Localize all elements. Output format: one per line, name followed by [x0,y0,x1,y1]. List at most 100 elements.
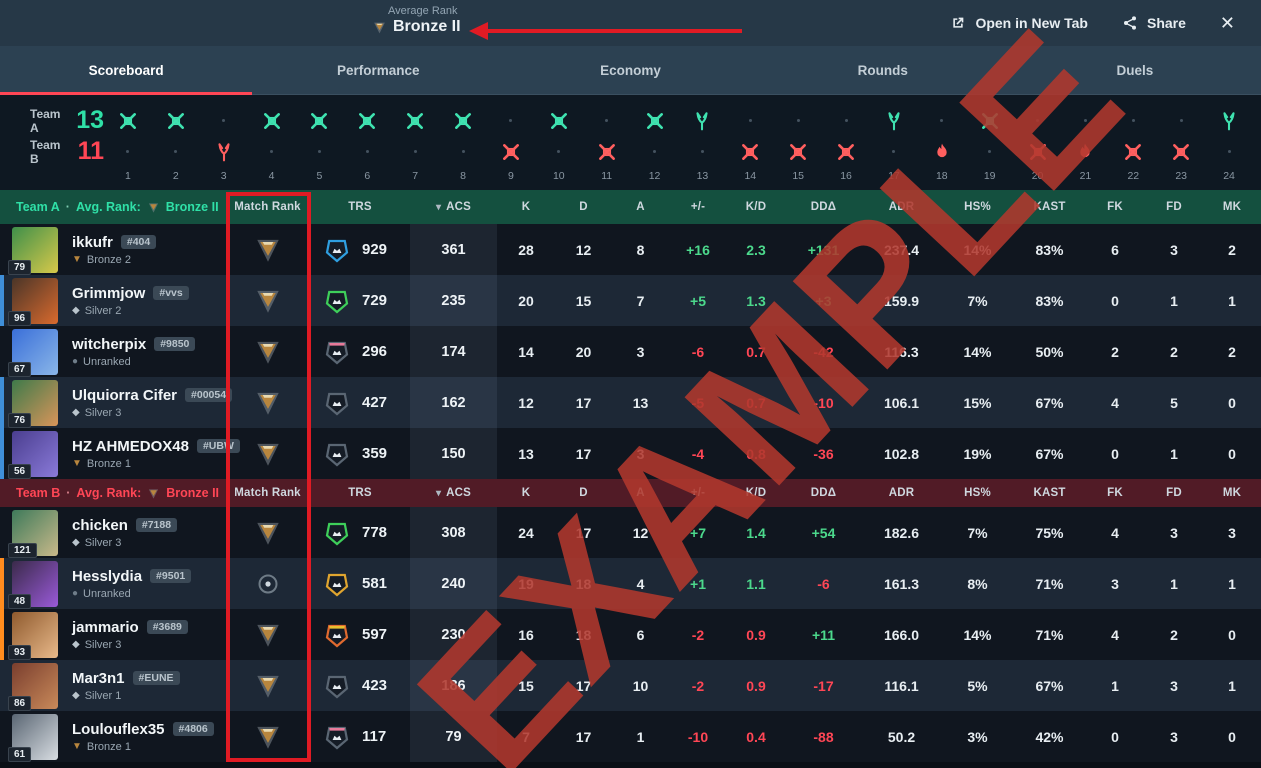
column-header-dd-[interactable]: DDΔ [810,487,837,499]
round-2[interactable]: 2 [152,105,200,190]
round-5[interactable]: 5 [296,105,344,190]
tab-duels[interactable]: Duels [1116,62,1154,78]
team-b-avg-rank: Bronze II [166,486,220,500]
trs-value: 729 [362,292,388,309]
round-15[interactable]: 15 [774,105,822,190]
player-name[interactable]: Loulouflex35 [72,720,165,738]
round-14[interactable]: 14 [726,105,774,190]
close-icon[interactable] [1220,13,1235,34]
round-18[interactable]: 18 [918,105,966,190]
open-in-new-tab-button[interactable]: Open in New Tab [950,15,1088,31]
player-name[interactable]: Mar3n1 [72,669,125,687]
round-17[interactable]: 17 [870,105,918,190]
column-header-k[interactable]: K [521,201,531,213]
silver-rank-icon [72,691,80,701]
round-8[interactable]: 8 [439,105,487,190]
column-header-match-rank[interactable]: Match Rank [234,201,301,213]
round-13[interactable]: 13 [679,105,727,190]
player-name[interactable]: jammario [72,618,139,636]
column-header-dd-[interactable]: DDΔ [810,201,837,213]
round-11[interactable]: 11 [583,105,631,190]
column-header-k[interactable]: K [521,487,531,499]
first-kills-value: 1 [1111,677,1119,694]
round-21[interactable]: 21 [1062,105,1110,190]
round-19[interactable]: 19 [966,105,1014,190]
player-row-witcherpix[interactable]: 67 witcherpix #9850 Unranked 296 174 14 [0,326,1261,377]
player-name[interactable]: chicken [72,516,128,534]
round-number: 3 [220,170,227,182]
kast-value: 75% [1035,524,1064,541]
column-header--[interactable]: +/- [690,487,706,499]
column-header-a[interactable]: A [636,487,645,499]
tab-economy[interactable]: Economy [600,62,661,78]
player-name[interactable]: Grimmjow [72,284,146,302]
column-header--[interactable]: +/- [690,201,706,213]
trs-badge-icon [325,341,349,364]
round-7[interactable]: 7 [391,105,439,190]
column-header-trs[interactable]: TRS [348,201,372,213]
player-row-mar3n1[interactable]: 86 Mar3n1 #EUNE Silver 1 423 186 15 [0,660,1261,711]
column-header-a[interactable]: A [636,201,645,213]
player-row-grimmjow[interactable]: 96 Grimmjow #vvs Silver 2 729 235 20 [0,275,1261,326]
column-header-match-rank[interactable]: Match Rank [234,487,301,499]
agent-avatar: 93 [8,611,58,660]
elimination-icon [838,143,855,160]
column-header-d[interactable]: D [579,487,588,499]
silver-rank-icon [72,306,80,316]
column-header-acs[interactable]: ACS [410,201,497,213]
column-header-k-d[interactable]: K/D [745,201,767,213]
column-header-fk[interactable]: FK [1107,201,1123,213]
player-row-ikkufr[interactable]: 79 ikkufr #404 Bronze 2 929 361 28 [0,224,1261,275]
column-header-adr[interactable]: ADR [888,201,915,213]
column-header-hs-[interactable]: HS% [964,487,991,499]
round-20[interactable]: 20 [1014,105,1062,190]
round-1[interactable]: 1 [104,105,152,190]
column-header-acs[interactable]: ACS [410,487,497,499]
column-header-mk[interactable]: MK [1222,201,1242,213]
player-row-chicken[interactable]: 121 chicken #7188 Silver 3 778 308 24 [0,507,1261,558]
round-9[interactable]: 9 [487,105,535,190]
round-10[interactable]: 10 [535,105,583,190]
column-header-k-d[interactable]: K/D [745,487,767,499]
share-button[interactable]: Share [1122,15,1186,31]
round-6[interactable]: 6 [343,105,391,190]
column-header-kast[interactable]: KAST [1033,201,1066,213]
column-header-fd[interactable]: FD [1166,201,1182,213]
plus-minus-value: +1 [690,575,706,592]
column-header-hs-[interactable]: HS% [964,201,991,213]
player-name[interactable]: witcherpix [72,335,147,353]
player-name[interactable]: Hesslydia [72,567,143,585]
agent-avatar: 96 [8,277,58,326]
column-header-trs[interactable]: TRS [348,487,372,499]
round-23[interactable]: 23 [1157,105,1205,190]
round-16[interactable]: 16 [822,105,870,190]
dd-delta-value: -17 [813,677,834,694]
column-header-kast[interactable]: KAST [1033,487,1066,499]
tab-performance[interactable]: Performance [337,62,420,78]
column-header-fd[interactable]: FD [1166,487,1182,499]
tab-rounds[interactable]: Rounds [857,62,908,78]
player-row-hz-ahmedox48[interactable]: 56 HZ AHMEDOX48 #UBW Bronze 1 359 150 1 [0,428,1261,479]
round-12[interactable]: 12 [631,105,679,190]
column-header-fk[interactable]: FK [1107,487,1123,499]
player-row-jammario[interactable]: 93 jammario #3689 Silver 3 597 230 16 [0,609,1261,660]
column-header-d[interactable]: D [579,201,588,213]
tab-scoreboard[interactable]: Scoreboard [0,46,253,95]
round-22[interactable]: 22 [1109,105,1157,190]
match-rank-cell [225,224,310,275]
round-3[interactable]: 3 [200,105,248,190]
player-row-loulouflex35[interactable]: 61 Loulouflex35 #4806 Bronze 1 117 79 7 [0,711,1261,762]
player-row-hesslydia[interactable]: 48 Hesslydia #9501 Unranked 581 240 19 [0,558,1261,609]
column-header-mk[interactable]: MK [1222,487,1242,499]
round-24[interactable]: 24 [1205,105,1253,190]
column-header-adr[interactable]: ADR [888,487,915,499]
player-name[interactable]: ikkufr [72,233,113,251]
player-name[interactable]: HZ AHMEDOX48 [72,437,189,455]
round-4[interactable]: 4 [248,105,296,190]
kd-value: 0.4 [746,728,766,745]
player-name[interactable]: Ulquiorra Cifer [72,386,178,404]
player-row-ulquiorra-cifer[interactable]: 76 Ulquiorra Cifer #00054 Silver 3 427 1… [0,377,1261,428]
trs-cell: 427 [310,377,410,428]
team-a-rows: 79 ikkufr #404 Bronze 2 929 361 28 [0,224,1261,479]
kast-value: 42% [1035,728,1064,745]
